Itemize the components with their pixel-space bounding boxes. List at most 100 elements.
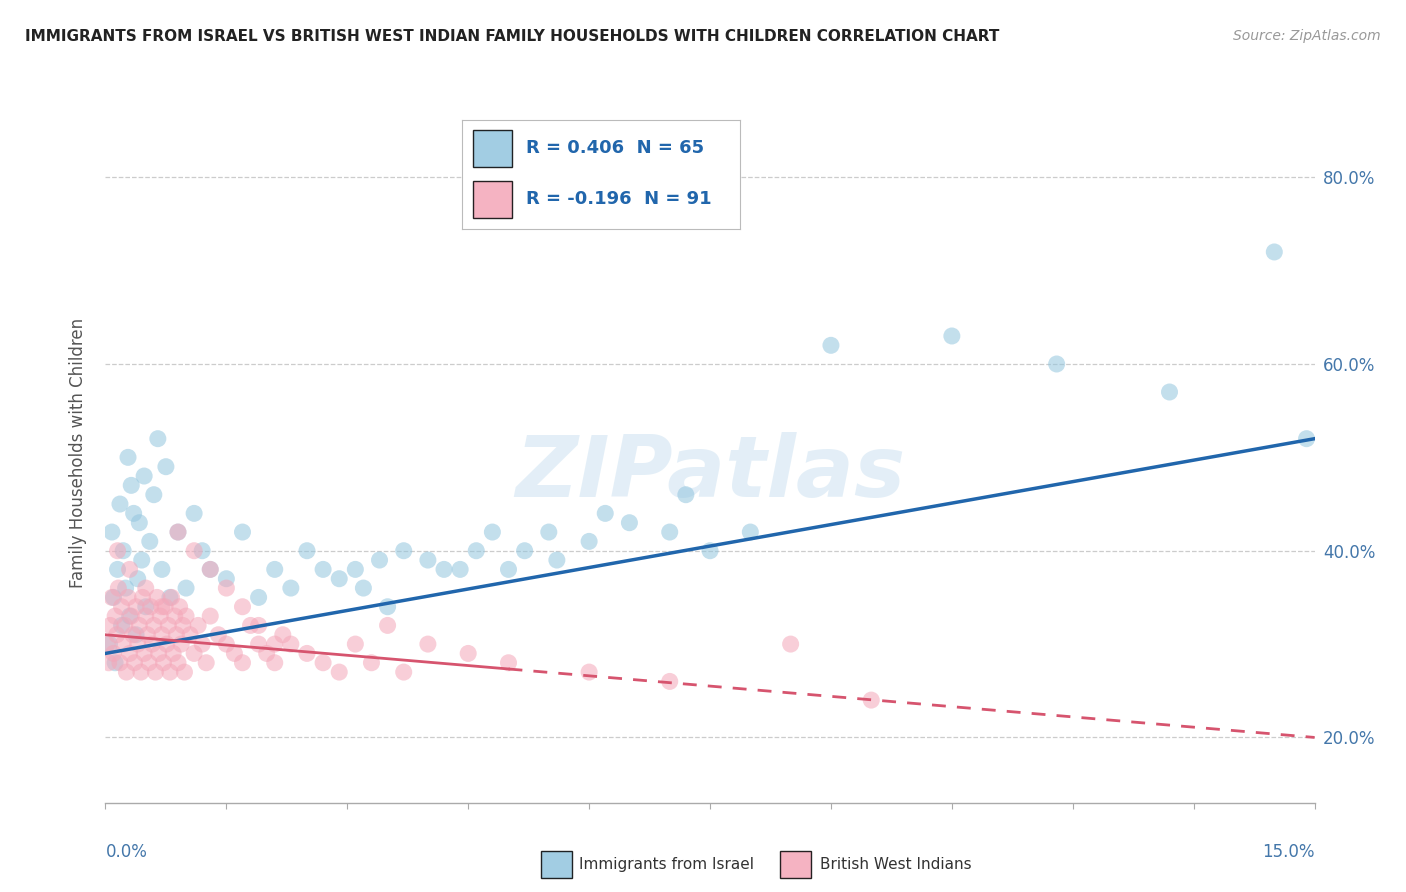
Text: ZIPatlas: ZIPatlas [515, 433, 905, 516]
Point [121, 628, 143, 642]
Point [263, 562, 285, 576]
Point [312, 562, 335, 576]
Point [96, 637, 118, 651]
Point [139, 534, 162, 549]
Point [167, 656, 190, 670]
Point [295, 647, 318, 661]
Point [263, 656, 285, 670]
Point [157, 618, 180, 632]
Point [187, 618, 209, 632]
Point [138, 656, 160, 670]
Point [159, 591, 181, 605]
Point [108, 656, 131, 670]
Point [200, 562, 222, 576]
Point [146, 591, 169, 605]
Point [141, 637, 163, 651]
Point [231, 599, 253, 614]
Point [128, 618, 150, 632]
Point [377, 618, 399, 632]
Point [392, 543, 415, 558]
Point [150, 562, 173, 576]
Point [98, 618, 121, 632]
Point [191, 543, 214, 558]
Point [263, 637, 285, 651]
Point [120, 478, 142, 492]
Point [167, 524, 190, 539]
Point [145, 665, 167, 679]
Point [215, 572, 238, 586]
Point [377, 599, 399, 614]
Point [1159, 384, 1181, 399]
Point [675, 488, 697, 502]
Point [131, 591, 153, 605]
Point [200, 609, 222, 624]
Point [169, 599, 191, 614]
Point [344, 637, 367, 651]
Point [160, 591, 183, 605]
Point [433, 562, 456, 576]
Point [135, 581, 157, 595]
Point [183, 507, 205, 521]
Point [117, 450, 139, 465]
Point [247, 637, 270, 651]
Point [129, 665, 152, 679]
Point [118, 647, 141, 661]
Point [146, 432, 169, 446]
Text: Source: ZipAtlas.com: Source: ZipAtlas.com [1233, 29, 1381, 43]
Point [416, 637, 439, 651]
Point [295, 543, 318, 558]
Point [271, 628, 294, 642]
Point [513, 543, 536, 558]
Point [125, 599, 148, 614]
Point [215, 637, 238, 651]
Point [170, 637, 193, 651]
Point [174, 609, 197, 624]
Point [247, 618, 270, 632]
Point [97, 656, 120, 670]
Point [416, 553, 439, 567]
Text: British West Indians: British West Indians [820, 857, 972, 871]
Point [103, 591, 125, 605]
Text: 15.0%: 15.0% [1263, 843, 1315, 861]
Point [163, 609, 186, 624]
Point [173, 665, 195, 679]
Point [352, 581, 374, 595]
Point [368, 553, 391, 567]
Point [131, 553, 153, 567]
Point [172, 618, 194, 632]
Point [112, 637, 135, 651]
Point [98, 637, 121, 651]
Point [537, 524, 560, 539]
Point [167, 524, 190, 539]
Point [179, 628, 201, 642]
Point [107, 543, 129, 558]
Point [112, 543, 135, 558]
Point [165, 628, 187, 642]
Point [127, 572, 149, 586]
Point [195, 656, 218, 670]
Point [103, 647, 125, 661]
Point [498, 656, 520, 670]
Point [1046, 357, 1069, 371]
Point [457, 647, 479, 661]
Point [215, 581, 238, 595]
Point [449, 562, 471, 576]
Point [105, 628, 128, 642]
Point [139, 599, 162, 614]
Point [481, 524, 503, 539]
Point [136, 628, 159, 642]
Point [465, 543, 488, 558]
Point [328, 572, 350, 586]
Point [546, 553, 568, 567]
Point [104, 609, 127, 624]
Point [740, 524, 762, 539]
Point [148, 647, 170, 661]
Point [150, 599, 173, 614]
Point [941, 329, 963, 343]
Point [191, 637, 214, 651]
Point [593, 507, 616, 521]
Point [117, 591, 139, 605]
Point [239, 618, 262, 632]
Point [658, 524, 681, 539]
Point [779, 637, 801, 651]
